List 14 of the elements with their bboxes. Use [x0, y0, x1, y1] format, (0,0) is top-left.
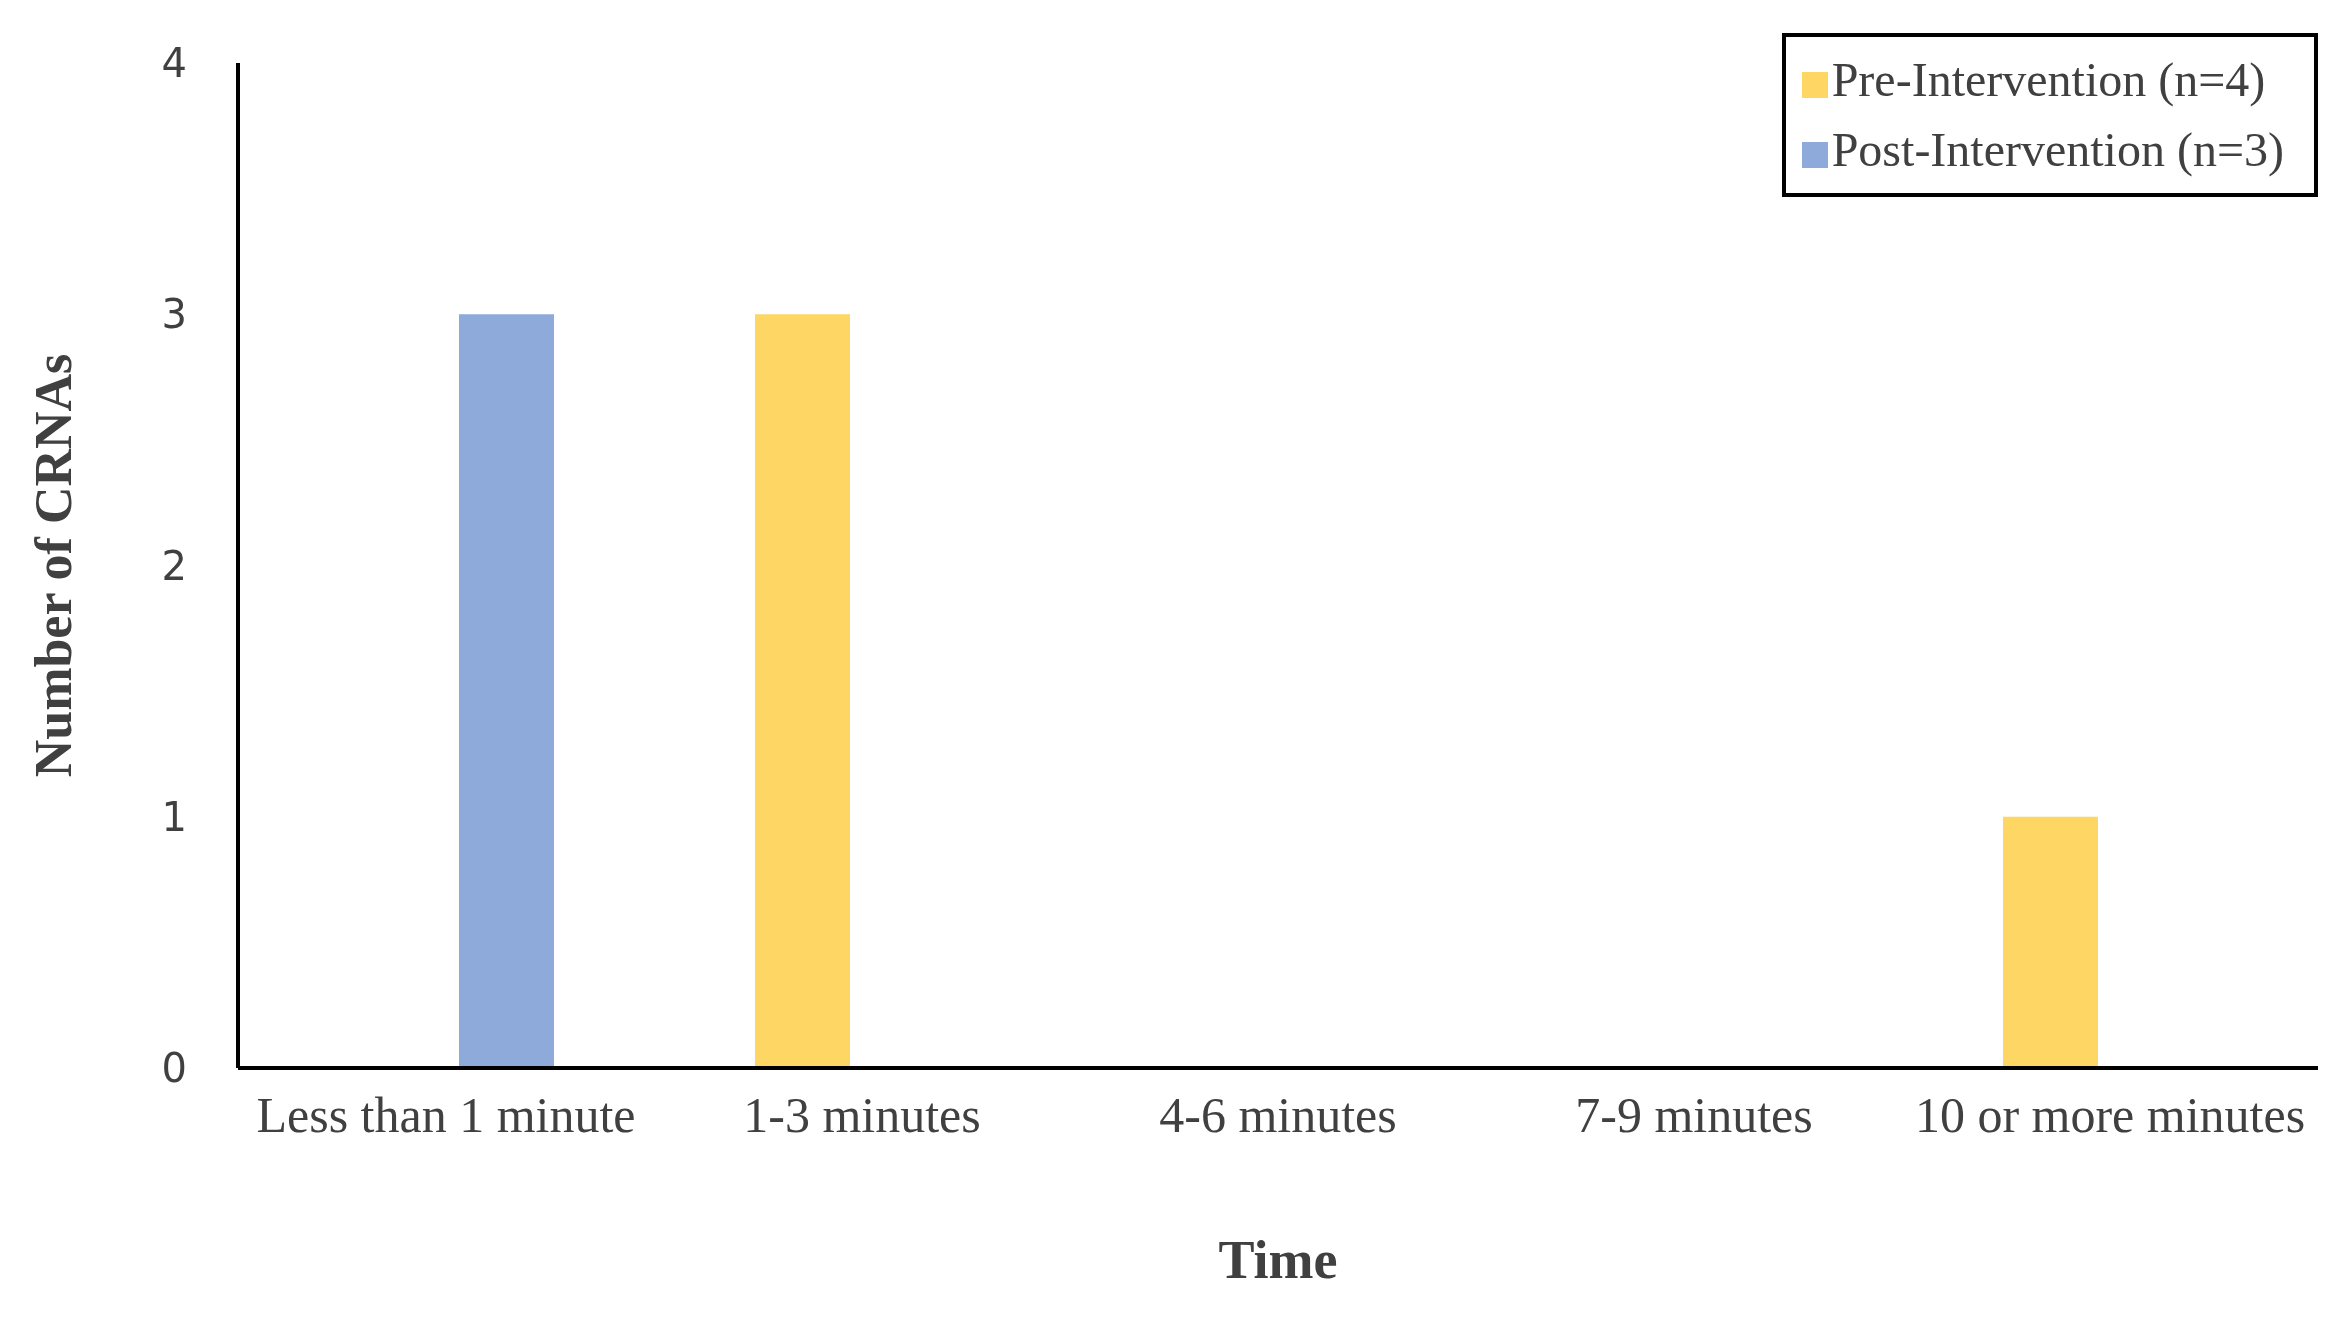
x-tick-label: 1-3 minutes: [743, 1086, 981, 1143]
x-axis-title: Time: [1218, 1230, 1338, 1290]
y-tick-label: 1: [161, 793, 187, 840]
y-tick-label: 3: [161, 291, 187, 338]
y-tick-label: 2: [161, 542, 187, 589]
x-tick-label: 10 or more minutes: [1914, 1086, 2306, 1143]
x-tick-label: 4-6 minutes: [1159, 1086, 1397, 1143]
legend-label: Pre-Intervention (n=4): [1831, 53, 2266, 106]
y-tick-label: 0: [161, 1045, 187, 1092]
legend-label: Post-Intervention (n=3): [1831, 123, 2284, 176]
x-tick-label: Less than 1 minute: [256, 1086, 636, 1143]
y-tick-label: 4: [161, 40, 187, 87]
y-axis-title: Number of CRNAs: [25, 353, 83, 778]
x-tick-label: 7-9 minutes: [1575, 1086, 1813, 1143]
